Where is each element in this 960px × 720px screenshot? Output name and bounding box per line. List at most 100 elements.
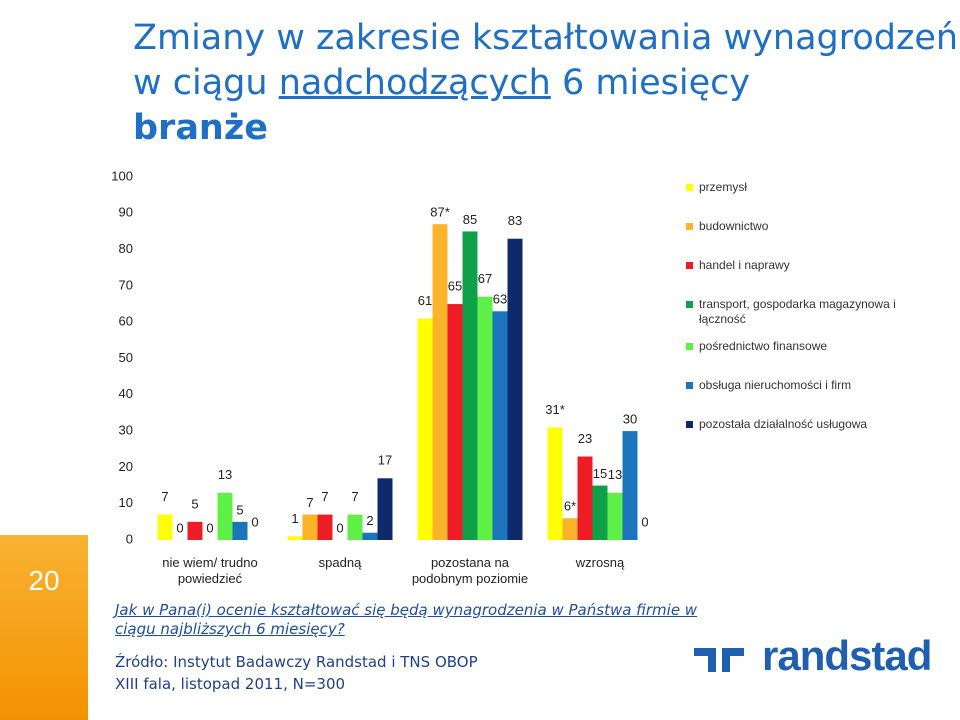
legend-swatch — [686, 184, 693, 191]
value-label: 67 — [478, 271, 492, 286]
logo-icon — [694, 648, 744, 672]
legend-swatch — [686, 343, 693, 350]
title-line: nadchodzących — [278, 63, 551, 103]
title-line: w ciągu — [133, 63, 279, 103]
y-tick-label: 100 — [111, 168, 133, 183]
bar — [492, 311, 508, 540]
legend-label: obsługa nieruchomości i firm — [699, 378, 852, 392]
x-tick-label: wzrosną — [575, 555, 625, 570]
bar — [507, 238, 523, 540]
y-tick-label: 90 — [119, 205, 133, 220]
legend-item: obsługa nieruchomości i firm — [686, 378, 926, 393]
y-tick-label: 10 — [119, 495, 133, 510]
bar — [432, 224, 448, 540]
value-label: 30 — [623, 412, 637, 427]
source-line: Źródło: Instytut Badawczy Randstad i TNS… — [115, 653, 478, 671]
bar — [347, 514, 363, 540]
value-label: 1 — [291, 511, 298, 526]
value-label: 65 — [448, 278, 462, 293]
legend-item: budownictwo — [686, 219, 926, 234]
value-label: 7 — [306, 495, 313, 510]
bar — [232, 521, 248, 540]
x-tick-label: spadną — [318, 555, 362, 570]
bar — [592, 485, 608, 540]
legend-item: pozostała działalność usługowa — [686, 417, 926, 432]
bar — [577, 456, 593, 540]
y-tick-label: 80 — [119, 241, 133, 256]
value-label: 0 — [641, 514, 648, 529]
legend-label: pozostała działalność usługowa — [699, 417, 868, 431]
question: Jak w Pana(i) ocenie kształtować się będ… — [115, 601, 698, 638]
legend-swatch — [686, 382, 693, 389]
value-label: 0 — [176, 520, 183, 535]
logo: randstad — [762, 632, 932, 679]
x-tick-label: pozostana na podobnym poziomie — [411, 555, 529, 586]
bar — [187, 521, 203, 540]
source-line: XIII fala, listopad 2011, N=300 — [115, 675, 346, 693]
value-label: 0 — [251, 514, 258, 529]
bar — [462, 231, 478, 540]
bar — [607, 492, 623, 540]
bar — [317, 514, 333, 540]
legend-label: pośrednictwo finansowe — [699, 339, 828, 353]
bar — [547, 427, 563, 540]
value-label: 13 — [218, 467, 232, 482]
value-label: 87* — [430, 205, 450, 220]
legend-item: transport, gospodarka magazynowa i łączn… — [686, 297, 926, 327]
value-label: 7 — [321, 489, 328, 504]
legend-label: handel i naprawy — [699, 258, 790, 272]
value-label: 15 — [593, 466, 607, 481]
bar — [377, 478, 393, 540]
y-tick-label: 70 — [119, 277, 133, 292]
y-tick-label: 20 — [119, 459, 133, 474]
value-label: 83 — [508, 213, 522, 228]
value-label: 31* — [545, 402, 565, 417]
legend-swatch — [686, 262, 693, 269]
bar — [302, 514, 318, 540]
value-label: 85 — [463, 212, 477, 227]
bar — [217, 492, 233, 540]
x-tick-label: nie wiem/ trudno powiedzieć — [162, 555, 258, 586]
value-label: 5 — [236, 502, 243, 517]
value-label: 13 — [608, 467, 622, 482]
title-line: branże — [133, 108, 268, 148]
page-number: 20 — [28, 565, 60, 596]
value-label: 61 — [418, 293, 432, 308]
legend-swatch — [686, 223, 693, 230]
legend-swatch — [686, 301, 693, 308]
legend-swatch — [686, 421, 693, 428]
title-line: Zmiany w zakresie kształtowania wynagrod… — [133, 18, 959, 58]
value-label: 0 — [336, 520, 343, 535]
value-label: 5 — [191, 496, 198, 511]
bar — [477, 296, 493, 540]
value-label: 63 — [493, 292, 507, 307]
legend-label: przemysł — [699, 180, 748, 194]
source: Źródło: Instytut Badawczy Randstad i TNS… — [115, 651, 515, 695]
legend-label: budownictwo — [699, 219, 769, 233]
value-label: 2 — [366, 513, 373, 528]
y-tick-label: 30 — [119, 423, 133, 438]
value-label: 7 — [161, 489, 168, 504]
y-tick-label: 50 — [119, 350, 133, 365]
y-tick-label: 0 — [126, 531, 133, 546]
legend-item: przemysł — [686, 180, 926, 195]
legend-label: transport, gospodarka magazynowa i łączn… — [699, 297, 896, 326]
value-label: 23 — [578, 431, 592, 446]
bar — [287, 536, 303, 540]
bar — [622, 431, 638, 540]
title: Zmiany w zakresie kształtowania wynagrod… — [133, 16, 958, 151]
value-label: 6* — [564, 499, 576, 514]
bar — [447, 304, 463, 540]
bar — [157, 514, 173, 540]
value-label: 0 — [206, 520, 213, 535]
value-label: 7 — [351, 489, 358, 504]
y-tick-label: 60 — [119, 314, 133, 329]
bar — [562, 518, 578, 540]
y-tick-label: 40 — [119, 386, 133, 401]
legend: przemysł budownictwo handel i naprawy trans… — [686, 180, 926, 432]
value-label: 17 — [378, 453, 392, 468]
bar — [417, 318, 433, 540]
legend-item: pośrednictwo finansowe — [686, 339, 926, 354]
